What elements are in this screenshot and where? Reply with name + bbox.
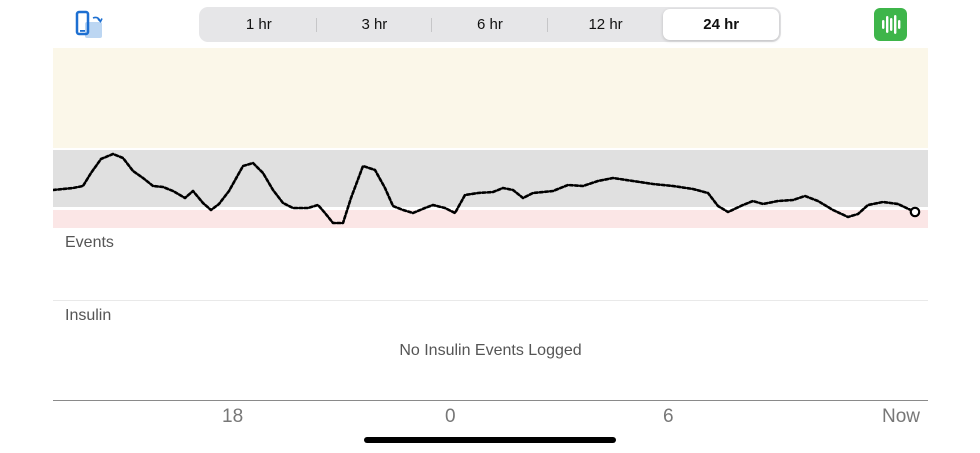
range-label: 3 hr — [361, 16, 388, 33]
insulin-label: Insulin — [65, 307, 112, 324]
range-label: 1 hr — [245, 16, 272, 33]
current-reading-marker — [909, 206, 921, 218]
range-3hr[interactable]: 3 hr — [317, 9, 433, 40]
events-label: Events — [65, 234, 114, 251]
high-range-band — [53, 48, 928, 148]
x-tick: 0 — [445, 406, 456, 427]
range-label: 24 hr — [703, 16, 740, 33]
rotate-screen-button[interactable] — [72, 8, 106, 42]
range-label: 6 hr — [477, 16, 503, 33]
time-range-selector: 1 hr 3 hr 6 hr 12 hr 24 hr — [199, 7, 781, 42]
glucose-trace — [53, 152, 917, 225]
x-tick: 18 — [222, 406, 244, 427]
glucose-chart — [53, 48, 928, 228]
events-divider — [53, 300, 928, 301]
range-12hr[interactable]: 12 hr — [548, 9, 664, 40]
waveform-icon — [882, 15, 901, 34]
range-1hr[interactable]: 1 hr — [201, 9, 317, 40]
sound-button[interactable] — [874, 8, 907, 41]
no-insulin-message: No Insulin Events Logged — [399, 342, 582, 359]
glucose-trace-line — [53, 152, 917, 225]
home-indicator — [364, 437, 616, 443]
range-24hr[interactable]: 24 hr — [663, 9, 779, 40]
range-label: 12 hr — [588, 16, 623, 33]
x-axis-line — [53, 400, 928, 401]
phone-rotate-icon — [75, 10, 103, 38]
x-tick: Now — [882, 406, 921, 427]
range-6hr[interactable]: 6 hr — [432, 9, 548, 40]
low-range-band — [53, 210, 928, 228]
x-tick: 6 — [663, 406, 674, 427]
